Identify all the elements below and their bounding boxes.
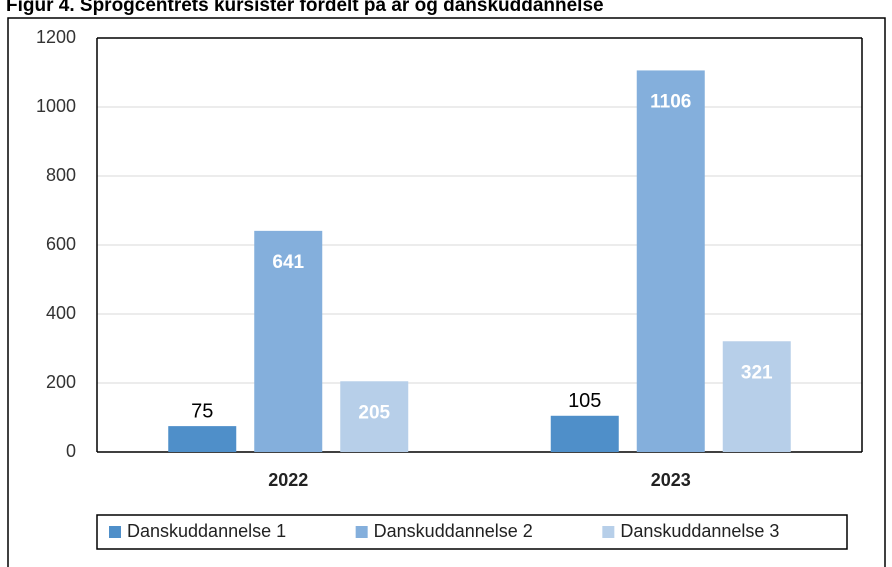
chart-frame <box>7 17 886 567</box>
legend-label: Danskuddannelse 1 <box>127 521 286 541</box>
legend-swatch <box>109 526 121 538</box>
x-tick-label: 2023 <box>651 470 691 490</box>
y-tick-label: 400 <box>46 303 76 323</box>
data-label: 105 <box>568 390 601 412</box>
legend-label: Danskuddannelse 2 <box>374 521 533 541</box>
y-tick-label: 800 <box>46 165 76 185</box>
data-label: 641 <box>272 252 304 273</box>
y-tick-label: 0 <box>66 441 76 461</box>
legend-swatch <box>602 526 615 538</box>
bar <box>550 415 619 452</box>
y-tick-label: 1000 <box>36 96 76 116</box>
bar <box>636 70 705 453</box>
y-tick-label: 200 <box>46 372 76 392</box>
legend-swatch <box>355 526 368 538</box>
chart-title: Figur 4. Sprogcentrets kursister fordelt… <box>6 0 604 16</box>
data-label: 321 <box>741 362 773 383</box>
y-tick-label: 1200 <box>36 27 76 47</box>
bar <box>254 230 323 452</box>
legend-box <box>96 514 848 550</box>
bar <box>168 426 237 452</box>
bar <box>722 341 791 452</box>
data-label: 205 <box>358 402 390 423</box>
bar <box>340 381 409 452</box>
x-tick-label: 2022 <box>268 470 308 490</box>
data-label: 75 <box>191 400 213 422</box>
y-tick-label: 600 <box>46 234 76 254</box>
data-label: 1106 <box>650 91 691 112</box>
legend-label: Danskuddannelse 3 <box>620 521 779 541</box>
